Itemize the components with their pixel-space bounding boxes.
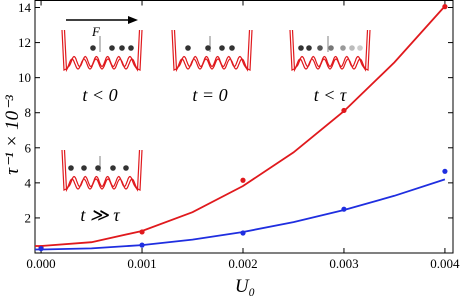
plot-frame	[34, 0, 454, 254]
particle	[119, 45, 125, 51]
x-tick-label: 0.003	[329, 256, 358, 271]
data-point	[240, 230, 246, 236]
y-tick-label: 2	[25, 210, 32, 225]
annotation: F	[91, 24, 101, 39]
y-tick-label: 10	[18, 70, 31, 85]
annotation: t < 0	[82, 85, 117, 105]
particle	[68, 165, 74, 171]
fit-line	[35, 5, 446, 247]
annotation: t ≫ τ	[80, 205, 120, 225]
data-point	[139, 229, 145, 235]
particle	[123, 165, 129, 171]
data-point	[240, 177, 246, 183]
potential-well	[61, 29, 143, 73]
particle	[95, 165, 101, 171]
x-tick-label: 0.004	[430, 256, 460, 271]
particle	[317, 45, 323, 51]
data-point	[442, 4, 448, 10]
fit-line	[35, 178, 446, 251]
x-tick-label: 0.002	[228, 256, 257, 271]
particle	[128, 45, 134, 51]
y-tick-label: 4	[25, 175, 32, 190]
potential-well	[289, 29, 371, 73]
particle	[328, 45, 334, 51]
particle	[219, 45, 225, 51]
y-tick-label: 12	[18, 35, 31, 50]
y-axis-label: τ⁻¹ × 10⁻³	[2, 95, 23, 175]
data-point	[139, 242, 145, 248]
x-axis-label: U₀	[235, 276, 255, 296]
particle	[81, 165, 87, 171]
data-point	[341, 107, 347, 114]
particle	[340, 45, 346, 51]
particle	[110, 165, 116, 171]
x-tick-label: 0.001	[127, 256, 156, 271]
particle	[357, 45, 363, 51]
particle	[349, 45, 355, 51]
annotation: t = 0	[192, 85, 227, 105]
y-tick-label: 8	[25, 105, 32, 120]
particle	[90, 45, 96, 51]
annotation: t < τ	[314, 85, 347, 105]
particle	[205, 45, 211, 51]
x-tick-label: 0.000	[26, 256, 55, 271]
data-point	[341, 206, 347, 212]
particle	[229, 45, 235, 51]
data-point	[442, 168, 448, 174]
particle	[109, 45, 115, 51]
y-tick-label: 14	[18, 0, 32, 15]
potential-well	[171, 29, 253, 73]
particle	[306, 45, 312, 51]
data-point	[38, 246, 44, 252]
potential-well	[61, 149, 143, 193]
particle	[298, 45, 304, 51]
force-arrowhead	[128, 16, 138, 24]
particle	[185, 45, 191, 51]
y-tick-label: 6	[25, 140, 32, 155]
